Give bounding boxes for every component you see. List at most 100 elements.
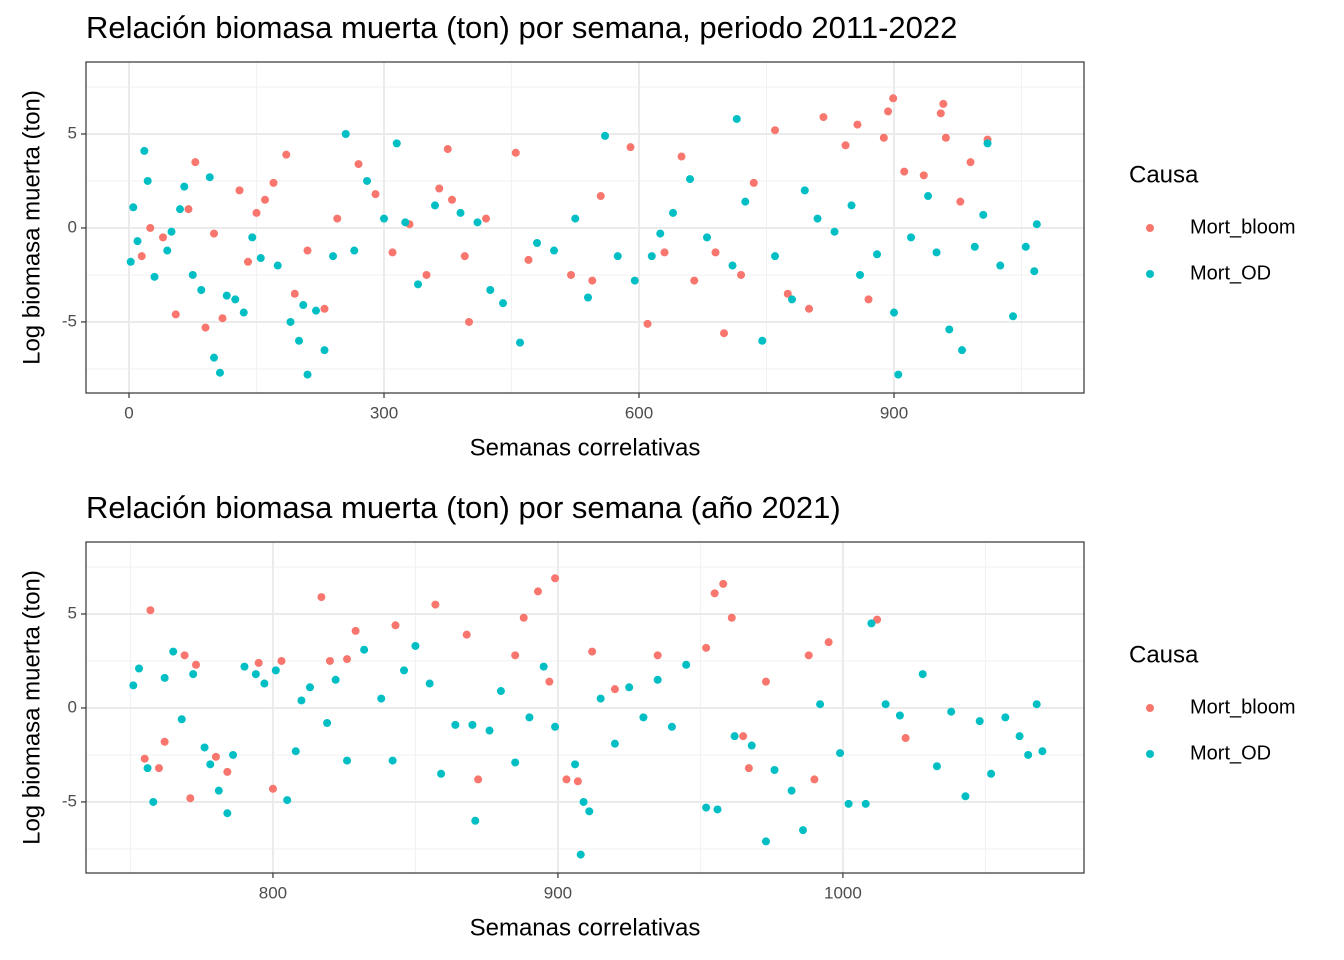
point (713, 805, 722, 814)
point (924, 192, 933, 201)
point (890, 308, 899, 317)
point (240, 662, 249, 671)
point (799, 826, 808, 835)
point (919, 171, 928, 180)
point (533, 239, 542, 248)
point (907, 233, 916, 242)
point (474, 775, 483, 784)
point (511, 651, 520, 660)
point (1024, 750, 1033, 759)
point (810, 775, 819, 784)
point (771, 252, 780, 261)
point (864, 295, 873, 304)
point (354, 160, 363, 169)
point (201, 323, 210, 332)
point (567, 270, 576, 279)
point (200, 743, 209, 752)
point (435, 184, 444, 193)
point (140, 754, 149, 763)
point (371, 190, 380, 199)
point (900, 167, 909, 176)
point (805, 304, 814, 313)
point (961, 792, 970, 801)
point (519, 613, 528, 622)
x-tick-label: 1000 (824, 883, 862, 902)
point (496, 687, 505, 696)
point (282, 150, 291, 159)
point (879, 133, 888, 142)
x-tick-label: 300 (370, 403, 398, 422)
point (160, 737, 169, 746)
point (816, 700, 825, 709)
point (1001, 713, 1010, 722)
point (140, 146, 149, 155)
point (456, 208, 465, 217)
point (576, 850, 585, 859)
point (625, 683, 634, 692)
point (312, 306, 321, 315)
point (180, 182, 189, 191)
point (727, 613, 736, 622)
point (770, 765, 779, 774)
x-tick-label: 600 (625, 403, 653, 422)
point (251, 670, 260, 679)
x-axis-label: Semanas correlativas (470, 914, 701, 941)
legend-label: Mort_OD (1190, 742, 1271, 764)
point (191, 158, 200, 167)
point (150, 272, 159, 281)
point (283, 796, 292, 805)
point (269, 178, 278, 187)
point (783, 289, 792, 298)
point (584, 293, 593, 302)
point (710, 589, 719, 598)
point (180, 651, 189, 660)
point (320, 304, 329, 313)
point (160, 673, 169, 682)
point (728, 261, 737, 270)
point (702, 803, 711, 812)
point (277, 656, 286, 665)
point (260, 679, 269, 688)
point (939, 99, 948, 108)
point (613, 252, 622, 261)
point (320, 346, 329, 355)
point (533, 587, 542, 596)
point (486, 285, 495, 294)
point (873, 615, 882, 624)
point (223, 767, 232, 776)
point (188, 270, 197, 279)
point (682, 660, 691, 669)
point (286, 317, 295, 326)
point (894, 370, 903, 379)
point (305, 683, 314, 692)
point (143, 764, 152, 773)
point (177, 715, 186, 724)
point (143, 176, 152, 185)
point (222, 291, 231, 300)
y-tick-label: 5 (68, 123, 77, 142)
point (333, 214, 342, 223)
point (739, 732, 748, 741)
point (573, 777, 582, 786)
point (1038, 747, 1047, 756)
point (205, 173, 214, 182)
point (647, 252, 656, 261)
point (392, 139, 401, 148)
point (499, 299, 508, 308)
point (229, 750, 238, 759)
point (945, 325, 954, 334)
point (761, 837, 770, 846)
point (323, 719, 332, 728)
point (787, 786, 796, 795)
point (844, 799, 853, 808)
point (252, 208, 261, 217)
point (889, 94, 898, 103)
point (414, 280, 423, 289)
point (223, 809, 232, 818)
point (400, 666, 409, 675)
point (901, 734, 910, 743)
point (273, 261, 282, 270)
legend-label: Mort_bloom (1190, 696, 1296, 718)
point (290, 289, 299, 298)
